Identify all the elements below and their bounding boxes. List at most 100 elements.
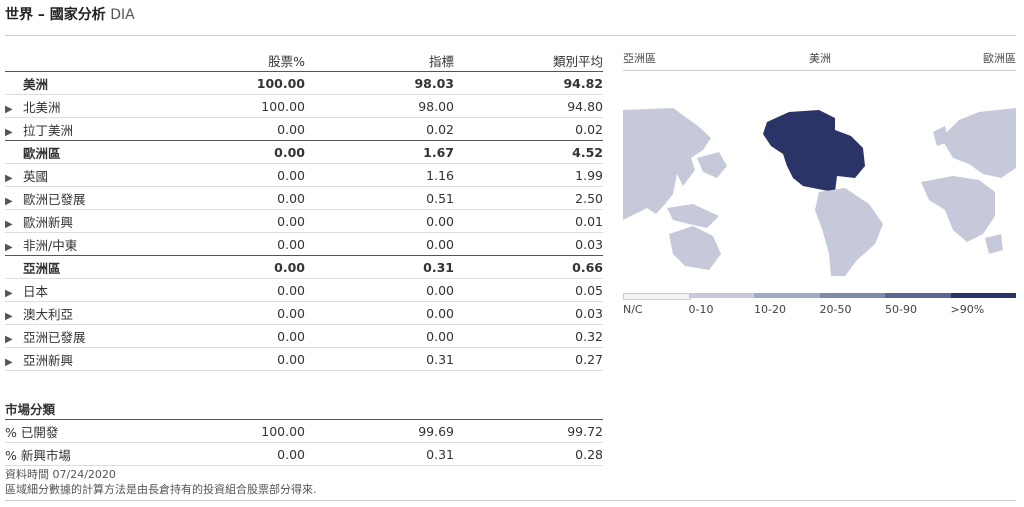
expand-arrow-icon[interactable]: ▶ bbox=[5, 195, 13, 207]
table-row: % 已開發 100.00 99.69 99.72 bbox=[5, 420, 604, 443]
category-avg: 0.01 bbox=[575, 213, 603, 229]
table-group-row: 歐洲區 0.00 1.67 4.52 bbox=[5, 141, 603, 164]
region-label: 非洲/中東 bbox=[23, 237, 78, 253]
region-name: ▶ 北美洲 bbox=[5, 95, 175, 118]
page-title: 世界 – 國家分析 DIA bbox=[5, 4, 135, 24]
page-title-text: 世界 – 國家分析 bbox=[5, 7, 106, 23]
category-avg: 0.27 bbox=[575, 351, 603, 367]
header-category-avg: 類別平均 bbox=[552, 53, 603, 69]
legend-label: N/C bbox=[623, 303, 643, 316]
market-table: 市場分類 % 已開發 100.00 99.69 99.72 % 新興市場 0.0… bbox=[5, 397, 604, 466]
category-avg: 94.80 bbox=[567, 98, 603, 114]
table-row[interactable]: ▶ 北美洲 100.00 98.00 94.80 bbox=[5, 95, 603, 118]
expand-arrow-icon[interactable]: ▶ bbox=[5, 126, 13, 138]
table-row[interactable]: ▶ 非洲/中東 0.00 0.00 0.03 bbox=[5, 233, 603, 256]
region-name: ▶ 日本 bbox=[5, 279, 175, 302]
region-label: 亞洲新興 bbox=[23, 352, 74, 368]
region-label: 亞洲已發展 bbox=[23, 329, 86, 345]
market-title: 市場分類 bbox=[5, 401, 56, 417]
header-divider bbox=[5, 35, 1016, 36]
map-region-europe[interactable] bbox=[941, 108, 1016, 178]
table-row[interactable]: ▶ 英國 0.00 1.16 1.99 bbox=[5, 164, 603, 187]
index-value: 0.00 bbox=[426, 236, 454, 252]
legend-swatch bbox=[754, 293, 820, 298]
region-name: ▶ 拉丁美洲 bbox=[5, 118, 175, 141]
region-label: 歐洲已發展 bbox=[23, 191, 86, 207]
region-table: 股票% 指標 類別平均 美洲 100.00 98.03 94.82 ▶ 北美洲 100.00… bbox=[5, 49, 603, 371]
expand-arrow-icon[interactable]: ▶ bbox=[5, 172, 13, 184]
region-name: 歐洲區 bbox=[5, 141, 175, 164]
table-row[interactable]: ▶ 亞洲新興 0.00 0.31 0.27 bbox=[5, 348, 603, 371]
category-avg: 2.50 bbox=[575, 190, 603, 206]
category-avg: 0.05 bbox=[575, 282, 603, 298]
market-index: 99.69 bbox=[418, 423, 454, 439]
legend-swatch bbox=[950, 293, 1016, 298]
stock-pct: 100.00 bbox=[261, 98, 305, 114]
map-tab-americas[interactable]: 美洲 bbox=[809, 52, 831, 65]
index-value: 98.03 bbox=[414, 75, 454, 91]
table-row[interactable]: ▶ 歐洲已發展 0.00 0.51 2.50 bbox=[5, 187, 603, 210]
region-label: 拉丁美洲 bbox=[23, 122, 74, 138]
market-stock: 100.00 bbox=[261, 423, 305, 439]
index-value: 0.00 bbox=[426, 305, 454, 321]
map-region-africa[interactable] bbox=[921, 176, 995, 242]
legend-label: >90% bbox=[950, 303, 985, 316]
map-region-australia bbox=[669, 226, 721, 270]
table-row[interactable]: ▶ 拉丁美洲 0.00 0.02 0.02 bbox=[5, 118, 603, 141]
map-region-southeast-asia bbox=[667, 204, 719, 228]
region-name: ▶ 歐洲新興 bbox=[5, 210, 175, 233]
calculation-note: 區域細分數據的計算方法是由長倉持有的投資組合股票部分得來. bbox=[5, 483, 317, 496]
expand-arrow-icon[interactable]: ▶ bbox=[5, 310, 13, 322]
region-label: 美洲 bbox=[23, 76, 49, 92]
region-name: 美洲 bbox=[5, 72, 175, 95]
region-name: ▶ 亞洲已發展 bbox=[5, 325, 175, 348]
expand-arrow-icon[interactable]: ▶ bbox=[5, 218, 13, 230]
stock-pct: 0.00 bbox=[274, 259, 305, 275]
stock-pct: 0.00 bbox=[277, 213, 305, 229]
table-row[interactable]: ▶ 日本 0.00 0.00 0.05 bbox=[5, 279, 603, 302]
market-name: % 新興市場 bbox=[5, 447, 71, 463]
map-tab-asia[interactable]: 亞洲區 bbox=[623, 52, 656, 65]
map-region-south-america[interactable] bbox=[815, 188, 883, 276]
index-value: 1.16 bbox=[426, 167, 454, 183]
legend-label: 10-20 bbox=[754, 303, 786, 316]
header-index: 指標 bbox=[428, 53, 454, 69]
market-index: 0.31 bbox=[426, 446, 454, 462]
map-region-asia[interactable] bbox=[623, 108, 711, 220]
table-row[interactable]: ▶ 澳大利亞 0.00 0.00 0.03 bbox=[5, 302, 603, 325]
market-category: 0.28 bbox=[575, 446, 604, 462]
region-name: 亞洲區 bbox=[5, 256, 175, 279]
stock-pct: 0.00 bbox=[277, 305, 305, 321]
header-region bbox=[5, 49, 175, 72]
expand-arrow-icon[interactable]: ▶ bbox=[5, 103, 13, 115]
table-row[interactable]: ▶ 歐洲新興 0.00 0.00 0.01 bbox=[5, 210, 603, 233]
expand-arrow-icon[interactable]: ▶ bbox=[5, 333, 13, 345]
region-label: 亞洲區 bbox=[23, 260, 61, 276]
category-avg: 0.32 bbox=[575, 328, 603, 344]
market-stock: 0.00 bbox=[277, 446, 305, 462]
stock-pct: 0.00 bbox=[277, 167, 305, 183]
region-label: 英國 bbox=[23, 168, 49, 184]
map-legend: N/C 0-10 10-20 20-50 50-90 >90% bbox=[623, 293, 1016, 317]
region-label: 澳大利亞 bbox=[23, 306, 74, 322]
expand-arrow-icon[interactable]: ▶ bbox=[5, 287, 13, 299]
map-region-north-america[interactable] bbox=[763, 110, 865, 192]
map-region-tabs: 亞洲區 美洲 歐洲區 bbox=[623, 50, 1016, 68]
index-value: 0.00 bbox=[426, 213, 454, 229]
expand-arrow-icon[interactable]: ▶ bbox=[5, 356, 13, 368]
legend-swatch bbox=[623, 293, 691, 300]
region-label: 北美洲 bbox=[23, 99, 61, 115]
table-row: % 新興市場 0.00 0.31 0.28 bbox=[5, 443, 604, 466]
map-tab-europe[interactable]: 歐洲區 bbox=[983, 52, 1016, 65]
legend-label: 0-10 bbox=[688, 303, 714, 316]
market-table-header: 市場分類 bbox=[5, 397, 604, 420]
table-group-row: 亞洲區 0.00 0.31 0.66 bbox=[5, 256, 603, 279]
category-avg: 0.66 bbox=[572, 259, 603, 275]
legend-swatch bbox=[885, 293, 951, 298]
fund-ticker: DIA bbox=[110, 7, 135, 23]
table-row[interactable]: ▶ 亞洲已發展 0.00 0.00 0.32 bbox=[5, 325, 603, 348]
world-map bbox=[623, 108, 1016, 276]
region-name: ▶ 歐洲已發展 bbox=[5, 187, 175, 210]
expand-arrow-icon[interactable]: ▶ bbox=[5, 241, 13, 253]
stock-pct: 0.00 bbox=[277, 236, 305, 252]
